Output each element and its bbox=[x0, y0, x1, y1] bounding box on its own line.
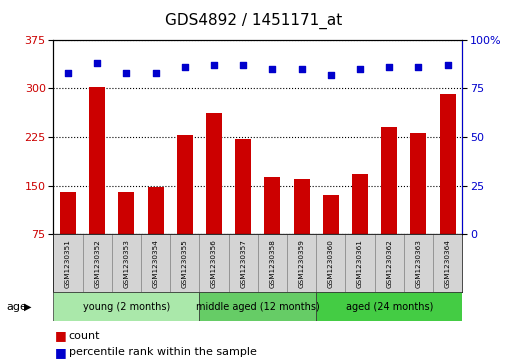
Bar bbox=[141, 234, 170, 292]
Bar bbox=[112, 234, 141, 292]
Bar bbox=[53, 234, 82, 292]
Text: ▶: ▶ bbox=[24, 302, 32, 312]
Bar bbox=[60, 192, 76, 234]
Point bbox=[356, 66, 364, 72]
Bar bbox=[294, 179, 310, 234]
Text: count: count bbox=[69, 331, 100, 341]
Bar bbox=[199, 234, 229, 292]
Point bbox=[385, 64, 393, 70]
Bar bbox=[89, 87, 105, 234]
Text: ■: ■ bbox=[55, 346, 67, 359]
Point bbox=[64, 70, 72, 76]
Text: percentile rank within the sample: percentile rank within the sample bbox=[69, 347, 257, 357]
Bar bbox=[323, 195, 339, 234]
Bar bbox=[345, 234, 374, 292]
Point bbox=[122, 70, 131, 76]
Bar bbox=[177, 135, 193, 234]
Text: age: age bbox=[6, 302, 27, 312]
Point bbox=[210, 62, 218, 68]
Bar bbox=[287, 234, 316, 292]
Bar bbox=[374, 234, 404, 292]
Text: GSM1230361: GSM1230361 bbox=[357, 239, 363, 287]
Point bbox=[415, 64, 423, 70]
Text: GDS4892 / 1451171_at: GDS4892 / 1451171_at bbox=[166, 13, 342, 29]
Bar bbox=[404, 234, 433, 292]
Text: GSM1230359: GSM1230359 bbox=[299, 239, 305, 287]
Bar bbox=[82, 234, 112, 292]
Bar bbox=[53, 292, 199, 321]
Text: middle aged (12 months): middle aged (12 months) bbox=[196, 302, 320, 312]
Point bbox=[298, 66, 306, 72]
Point bbox=[93, 60, 101, 66]
Bar bbox=[147, 187, 164, 234]
Bar bbox=[229, 234, 258, 292]
Bar bbox=[316, 292, 462, 321]
Text: aged (24 months): aged (24 months) bbox=[345, 302, 433, 312]
Bar bbox=[199, 292, 316, 321]
Text: GSM1230354: GSM1230354 bbox=[152, 239, 158, 287]
Text: GSM1230355: GSM1230355 bbox=[182, 239, 188, 287]
Text: GSM1230353: GSM1230353 bbox=[123, 239, 130, 287]
Bar bbox=[352, 174, 368, 234]
Bar bbox=[264, 177, 280, 234]
Text: GSM1230357: GSM1230357 bbox=[240, 239, 246, 287]
Text: young (2 months): young (2 months) bbox=[83, 302, 170, 312]
Point bbox=[443, 62, 452, 68]
Bar bbox=[235, 139, 251, 234]
Text: GSM1230352: GSM1230352 bbox=[94, 239, 100, 287]
Bar bbox=[316, 234, 345, 292]
Point bbox=[268, 66, 276, 72]
Text: GSM1230358: GSM1230358 bbox=[269, 239, 275, 287]
Bar bbox=[258, 234, 287, 292]
Text: GSM1230362: GSM1230362 bbox=[386, 239, 392, 287]
Text: GSM1230364: GSM1230364 bbox=[444, 239, 451, 287]
Bar bbox=[170, 234, 199, 292]
Point bbox=[239, 62, 247, 68]
Point bbox=[151, 70, 160, 76]
Text: GSM1230356: GSM1230356 bbox=[211, 239, 217, 287]
Text: GSM1230351: GSM1230351 bbox=[65, 239, 71, 287]
Text: ■: ■ bbox=[55, 329, 67, 342]
Bar bbox=[439, 94, 456, 234]
Text: GSM1230363: GSM1230363 bbox=[416, 239, 422, 287]
Bar bbox=[118, 192, 135, 234]
Bar bbox=[433, 234, 462, 292]
Bar bbox=[381, 127, 397, 234]
Point bbox=[181, 64, 189, 70]
Text: GSM1230360: GSM1230360 bbox=[328, 239, 334, 287]
Bar bbox=[206, 113, 222, 234]
Point bbox=[327, 72, 335, 78]
Bar bbox=[410, 132, 427, 234]
